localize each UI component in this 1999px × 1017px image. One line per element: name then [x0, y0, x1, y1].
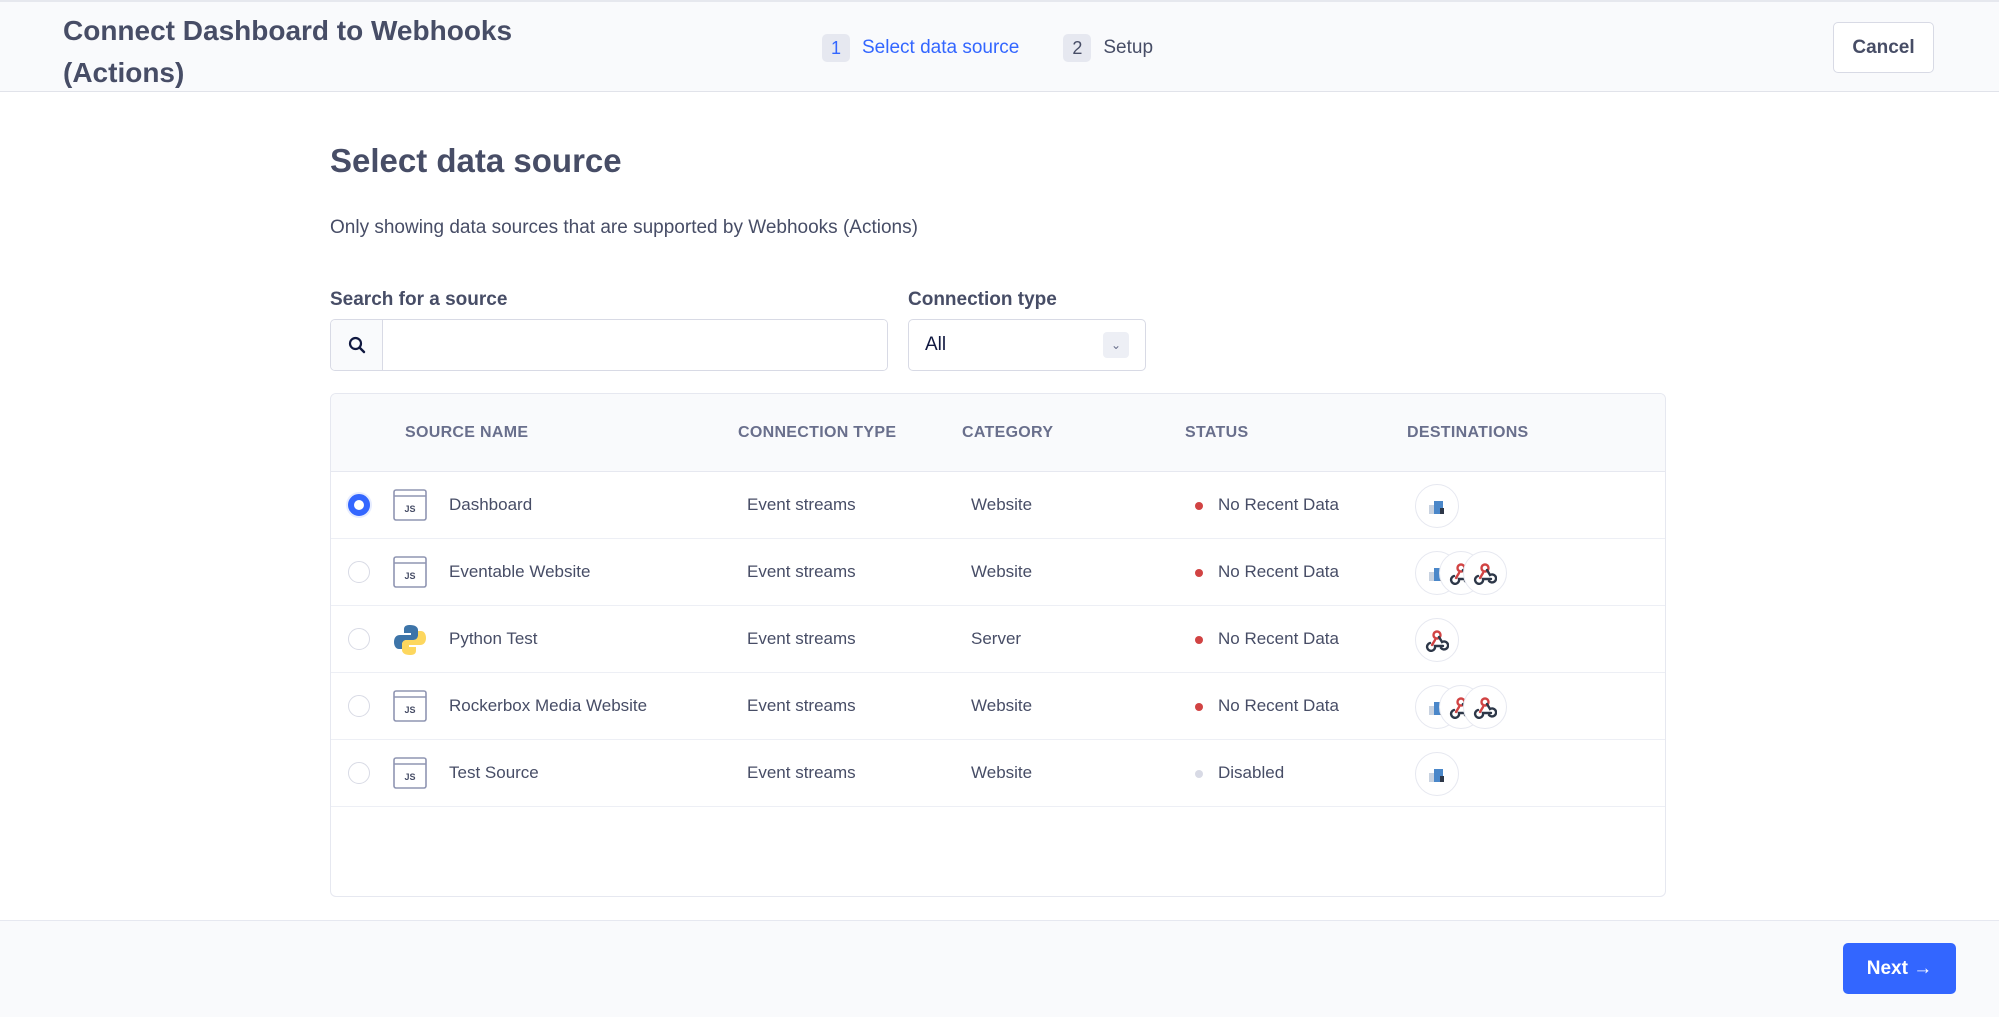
connection-type-label: Connection type	[908, 289, 1057, 310]
source-name: Dashboard	[449, 495, 533, 514]
status-dot	[1195, 569, 1203, 577]
javascript-icon: JS	[393, 690, 427, 722]
status-dot	[1195, 770, 1203, 778]
table-row[interactable]: JS Test Source Event streams Website Dis…	[331, 740, 1665, 807]
status-text: No Recent Data	[1218, 696, 1339, 715]
col-connection-type: CONNECTION TYPE	[738, 423, 897, 441]
svg-text:JS: JS	[404, 571, 415, 581]
category: Website	[971, 495, 1033, 514]
javascript-icon: JS	[393, 489, 427, 521]
python-icon	[393, 623, 427, 655]
webhook-icon	[1463, 685, 1507, 729]
destinations	[1415, 618, 1459, 662]
wizard-header: Connect Dashboard to Webhooks (Actions) …	[0, 0, 1999, 92]
col-source-name: SOURCE NAME	[405, 423, 529, 441]
source-radio[interactable]	[348, 494, 370, 516]
destinations	[1415, 685, 1507, 729]
svg-text:JS: JS	[404, 504, 415, 514]
step-label: Select data source	[862, 37, 1020, 58]
search-label: Search for a source	[330, 289, 508, 310]
col-category: CATEGORY	[962, 423, 1054, 441]
source-name: Eventable Website	[449, 562, 591, 581]
connection-type: Event streams	[747, 763, 856, 782]
status-dot	[1195, 502, 1203, 510]
wizard-footer: Next →	[0, 920, 1999, 1017]
status-text: Disabled	[1218, 763, 1285, 782]
arrow-right-icon: →	[1913, 957, 1933, 979]
segment-data-icon	[1415, 752, 1459, 796]
source-radio[interactable]	[348, 561, 370, 583]
source-radio[interactable]	[348, 628, 370, 650]
chevron-down-icon: ⌄	[1103, 332, 1129, 358]
page-title: Connect Dashboard to Webhooks (Actions)	[63, 15, 513, 88]
segment-data-icon	[1415, 484, 1459, 528]
table-row[interactable]: JS Eventable Website Event streams Websi…	[331, 539, 1665, 606]
category: Website	[971, 562, 1033, 581]
source-name: Python Test	[449, 629, 538, 648]
table-header: SOURCE NAME CONNECTION TYPE CATEGORY STA…	[331, 394, 1665, 472]
source-name: Rockerbox Media Website	[449, 696, 648, 715]
table-row[interactable]: JS Rockerbox Media Website Event streams…	[331, 673, 1665, 740]
source-radio[interactable]	[348, 762, 370, 784]
status-dot	[1195, 703, 1203, 711]
sources-table: SOURCE NAME CONNECTION TYPE CATEGORY STA…	[330, 393, 1666, 897]
section-subtitle: Only showing data sources that are suppo…	[330, 217, 918, 238]
connection-type: Event streams	[747, 495, 856, 514]
connection-type: Event streams	[747, 562, 856, 581]
status-text: No Recent Data	[1218, 495, 1339, 514]
search-input[interactable]	[383, 320, 887, 370]
destinations	[1415, 551, 1507, 595]
step-select-data-source: 1 Select data source	[822, 34, 1019, 62]
svg-text:JS: JS	[404, 772, 415, 782]
javascript-icon: JS	[393, 757, 427, 789]
table-row[interactable]: Python Test Event streams Server No Rece…	[331, 606, 1665, 673]
connection-type-select[interactable]: All ⌄	[908, 319, 1146, 371]
status-dot	[1195, 636, 1203, 644]
next-label: Next	[1866, 957, 1908, 979]
step-label: Setup	[1103, 37, 1154, 58]
destinations	[1415, 484, 1459, 528]
search-field	[330, 319, 888, 371]
category: Server	[971, 629, 1022, 648]
webhook-icon	[1463, 551, 1507, 595]
webhook-icon	[1415, 618, 1459, 662]
step-number: 2	[1063, 34, 1092, 62]
status-text: No Recent Data	[1218, 629, 1339, 648]
category: Website	[971, 696, 1033, 715]
col-destinations: DESTINATIONS	[1407, 423, 1529, 441]
col-status: STATUS	[1185, 423, 1249, 441]
svg-text:JS: JS	[404, 705, 415, 715]
search-icon	[331, 320, 383, 370]
select-value: All	[925, 334, 947, 355]
connection-type: Event streams	[747, 629, 856, 648]
step-number: 1	[822, 34, 850, 62]
status-text: No Recent Data	[1218, 562, 1339, 581]
table-row[interactable]: JS Dashboard Event streams Website No Re…	[331, 472, 1665, 539]
section-heading: Select data source	[330, 142, 622, 179]
cancel-button[interactable]: Cancel	[1833, 22, 1934, 73]
destinations	[1415, 752, 1459, 796]
connection-type: Event streams	[747, 696, 856, 715]
next-button[interactable]: Next →	[1843, 943, 1956, 994]
source-radio[interactable]	[348, 695, 370, 717]
category: Website	[971, 763, 1033, 782]
step-setup: 2 Setup	[1063, 34, 1153, 62]
source-name: Test Source	[449, 763, 539, 782]
stepper: 1 Select data source 2 Setup	[822, 34, 1197, 62]
javascript-icon: JS	[393, 556, 427, 588]
